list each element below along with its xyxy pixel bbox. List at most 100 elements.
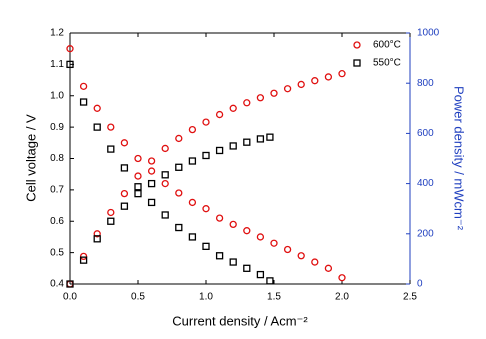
x-tick-label: 1.0 [199, 292, 213, 303]
marker [161, 211, 169, 219]
marker [147, 179, 156, 188]
y-tick-label: 1.2 [50, 28, 64, 39]
y-tick-label: 0.6 [50, 216, 64, 227]
y2-axis-label: Power density / mWcm⁻² [452, 86, 467, 231]
marker [66, 60, 74, 69]
marker [243, 264, 251, 272]
marker [243, 138, 251, 146]
marker [202, 151, 210, 160]
y2-tick-label: 0 [417, 279, 423, 290]
marker [324, 73, 333, 81]
marker [215, 110, 224, 119]
marker [297, 80, 305, 89]
marker [338, 70, 346, 78]
y2-tick-label: 600 [417, 128, 434, 139]
legend-label: 600°C [373, 40, 401, 51]
marker [161, 171, 169, 179]
x-tick-label: 0.0 [63, 292, 77, 303]
y-axis-label: Cell voltage / V [23, 114, 38, 202]
marker [107, 208, 115, 217]
marker [147, 198, 156, 207]
y2-tick-label: 200 [417, 228, 434, 239]
marker [243, 227, 251, 235]
marker [188, 157, 197, 165]
marker [266, 277, 274, 285]
x-axis-label: Current density / Acm⁻² [172, 313, 308, 328]
marker [283, 245, 292, 254]
marker [79, 252, 88, 261]
marker [202, 242, 210, 251]
marker [202, 118, 210, 126]
marker [256, 270, 265, 279]
marker [107, 217, 115, 225]
marker [256, 94, 265, 102]
y2-tick-label: 800 [417, 78, 434, 89]
marker [243, 99, 251, 107]
y2-tick-label: 400 [417, 178, 434, 189]
marker [134, 172, 142, 180]
marker [215, 214, 224, 222]
marker [175, 163, 183, 171]
marker [256, 233, 265, 241]
marker [120, 202, 129, 210]
y-tick-label: 0.5 [50, 247, 64, 258]
marker [270, 239, 278, 247]
marker [107, 123, 115, 131]
marker [93, 104, 101, 112]
y-tick-label: 0.9 [50, 122, 64, 133]
y-tick-label: 0.8 [50, 153, 64, 164]
y-tick-label: 1.0 [50, 90, 64, 101]
marker [311, 258, 319, 266]
marker [297, 252, 305, 260]
marker [266, 133, 274, 141]
marker [202, 205, 210, 213]
marker [188, 233, 197, 241]
x-tick-label: 2.5 [403, 292, 417, 303]
marker [188, 198, 197, 207]
marker [107, 145, 115, 153]
marker [66, 280, 74, 288]
marker [338, 274, 346, 282]
marker [229, 258, 237, 266]
y2-tick-label: 1000 [417, 28, 440, 39]
marker [79, 82, 88, 90]
marker [175, 189, 183, 197]
marker [93, 235, 101, 243]
marker [161, 179, 169, 188]
marker [229, 220, 237, 229]
marker [283, 85, 292, 93]
y-tick-label: 1.1 [50, 59, 64, 70]
marker [215, 146, 224, 155]
y-tick-label: 0.7 [50, 185, 64, 196]
legend-label: 550°C [373, 58, 401, 69]
marker [147, 167, 156, 175]
marker [175, 223, 183, 232]
marker [93, 123, 101, 131]
x-tick-label: 2.0 [335, 292, 349, 303]
marker [229, 142, 237, 150]
marker [324, 264, 333, 272]
marker [311, 77, 319, 85]
marker [188, 125, 197, 134]
y-tick-label: 0.4 [50, 279, 64, 290]
marker [120, 139, 129, 147]
marker [134, 183, 142, 191]
marker [175, 134, 183, 143]
x-tick-label: 1.5 [267, 292, 281, 303]
marker [270, 89, 278, 97]
marker [256, 135, 265, 143]
marker [93, 230, 101, 238]
marker [161, 144, 169, 153]
marker [147, 157, 156, 165]
marker [215, 252, 224, 260]
marker [120, 189, 129, 198]
marker [66, 45, 74, 53]
marker [134, 189, 142, 198]
legend-marker [353, 41, 361, 49]
marker [120, 164, 129, 172]
marker [79, 98, 88, 106]
x-tick-label: 0.5 [131, 292, 145, 303]
marker [134, 154, 142, 163]
marker [229, 104, 237, 112]
